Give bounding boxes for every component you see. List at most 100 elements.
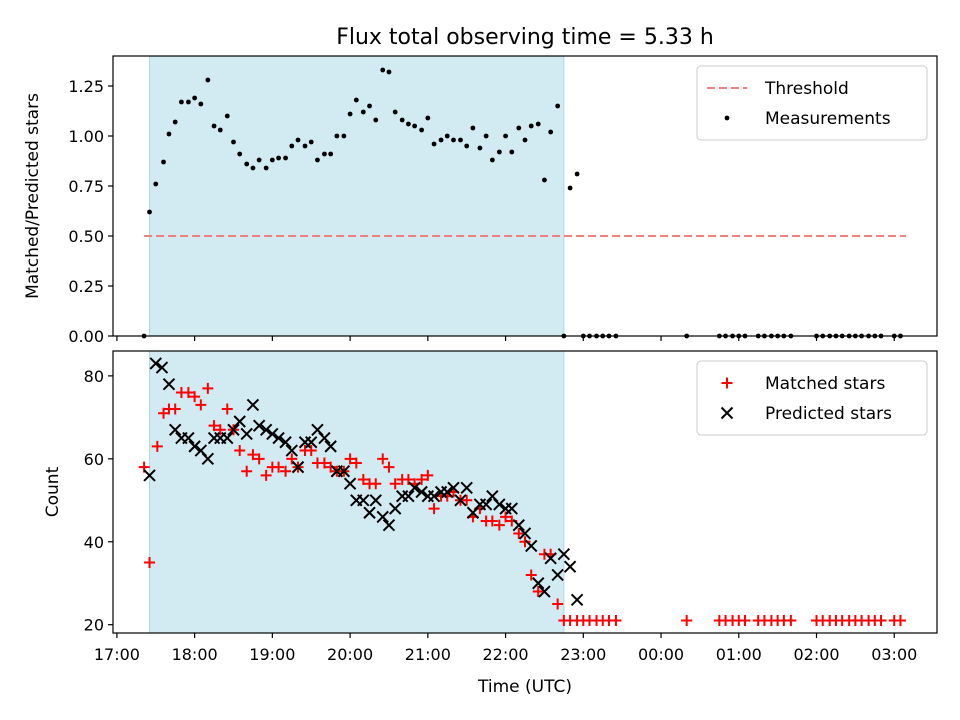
matched-star-marker	[318, 457, 330, 469]
x-tick-label: 01:00	[716, 645, 762, 664]
matched-star-marker	[377, 453, 389, 465]
x-tick-label: 19:00	[249, 645, 295, 664]
matched-star-marker	[461, 494, 473, 506]
matched-star-marker	[552, 598, 564, 610]
predicted-star-marker	[551, 568, 564, 582]
predicted-star-marker	[143, 469, 156, 482]
matched-star-marker	[785, 615, 797, 627]
measurement-point	[205, 77, 211, 83]
matched-star-marker	[241, 465, 253, 477]
matched-star-marker	[486, 515, 498, 527]
legend-predicted-label: Predicted stars	[765, 404, 892, 424]
matched-star-marker	[260, 469, 272, 481]
matched-star-marker	[383, 461, 395, 473]
measurement-point	[373, 117, 379, 123]
measurement-point	[380, 67, 386, 73]
measurement-point	[555, 103, 561, 109]
matched-star-marker	[169, 403, 181, 415]
axes-frame	[112, 55, 938, 337]
x-tick-label: 17:00	[94, 645, 140, 664]
y-tick-label: 1.25	[68, 77, 104, 96]
measurement-point	[328, 151, 334, 157]
measurement-point	[166, 131, 172, 137]
predicted-star-marker	[155, 361, 169, 374]
predicted-star-marker	[240, 427, 253, 441]
axes-frame	[112, 350, 938, 634]
measurement-point	[405, 121, 411, 127]
legend-measurements-label: Measurements	[765, 109, 891, 129]
observing-interval-shade	[149, 55, 565, 337]
measurement-point	[458, 137, 463, 143]
measurement-point	[237, 151, 243, 157]
matched-star-marker	[370, 478, 382, 490]
measurement-point	[211, 123, 217, 129]
measurement-point	[244, 161, 250, 167]
legend-predicted-swatch	[720, 406, 734, 420]
y-tick-label: 0.25	[68, 277, 104, 296]
matched-star-marker	[894, 615, 906, 627]
predicted-star-marker	[279, 436, 292, 449]
y-tick-label: 0.75	[68, 177, 104, 196]
measurement-point	[574, 171, 580, 177]
predicted-star-marker	[512, 518, 525, 532]
predicted-star-marker	[343, 477, 357, 490]
predicted-star-marker	[532, 577, 545, 590]
y-tick-label: 40	[84, 533, 104, 552]
y-tick-label: 60	[84, 450, 104, 469]
predicted-star-marker	[382, 518, 396, 532]
legend-threshold-label: Threshold	[764, 79, 849, 99]
measurement-point	[425, 115, 431, 121]
measurement-point	[308, 139, 314, 145]
measurement-point	[172, 119, 178, 125]
measurement-point	[289, 143, 295, 149]
x-axis-label: Time (UTC)	[477, 677, 572, 697]
measurement-point	[503, 133, 508, 139]
predicted-star-marker	[162, 377, 176, 391]
matched-star-marker	[350, 457, 362, 469]
legend: Threshold Measurements	[696, 65, 928, 141]
predicted-star-marker	[493, 498, 506, 511]
predicted-star-marker	[557, 547, 571, 561]
x-tick-label: 23:00	[560, 645, 606, 664]
top-panel: 0.00 0.25 0.50 0.75 1.00 1.25 Matched/Predicte…	[23, 55, 938, 346]
chart-title: Flux total observing time = 5.33 h	[336, 25, 714, 50]
measurement-point	[386, 69, 392, 75]
measurement-point	[451, 137, 456, 143]
measurement-point	[548, 129, 554, 135]
measurement-point	[276, 155, 281, 161]
y-tick-label: 0.50	[68, 227, 104, 246]
matched-star-marker	[273, 461, 285, 473]
predicted-star-marker	[454, 494, 467, 507]
measurement-point	[147, 209, 152, 215]
matched-star-marker	[234, 445, 246, 457]
legend-matched-label: Matched stars	[765, 374, 885, 394]
matched-star-marker	[195, 399, 207, 411]
measurement-point	[161, 159, 166, 165]
predicted-star-marker	[149, 357, 162, 370]
predicted-star-marker	[252, 419, 266, 432]
predicted-star-marker	[357, 494, 370, 507]
predicted-star-marker	[305, 436, 318, 449]
bottom-panel: 17:00 18:00 19:00 20:00 21:00 22:00 23:00 00:00…	[43, 350, 938, 664]
matched-star-marker	[739, 615, 751, 627]
matched-star-marker	[525, 569, 537, 581]
predicted-star-marker	[408, 481, 421, 495]
y-tick-label: 0.00	[68, 327, 104, 346]
matched-star-marker	[402, 474, 414, 486]
matched-star-marker	[610, 615, 622, 627]
matched-star-marker	[493, 519, 505, 531]
x-tick-label: 20:00	[327, 645, 373, 664]
matched-star-marker	[416, 474, 428, 486]
x-tick-label: 22:00	[483, 645, 529, 664]
measurement-point	[269, 157, 275, 163]
measurement-point	[489, 157, 495, 163]
matched-star-marker	[247, 449, 259, 461]
matched-star-marker	[357, 474, 369, 486]
measurement-point	[367, 103, 372, 109]
predicted-star-marker	[168, 423, 182, 437]
matched-star-marker	[500, 511, 512, 523]
matched-star-marker	[221, 403, 233, 415]
measurement-point	[528, 123, 534, 129]
measurement-point	[256, 157, 262, 163]
